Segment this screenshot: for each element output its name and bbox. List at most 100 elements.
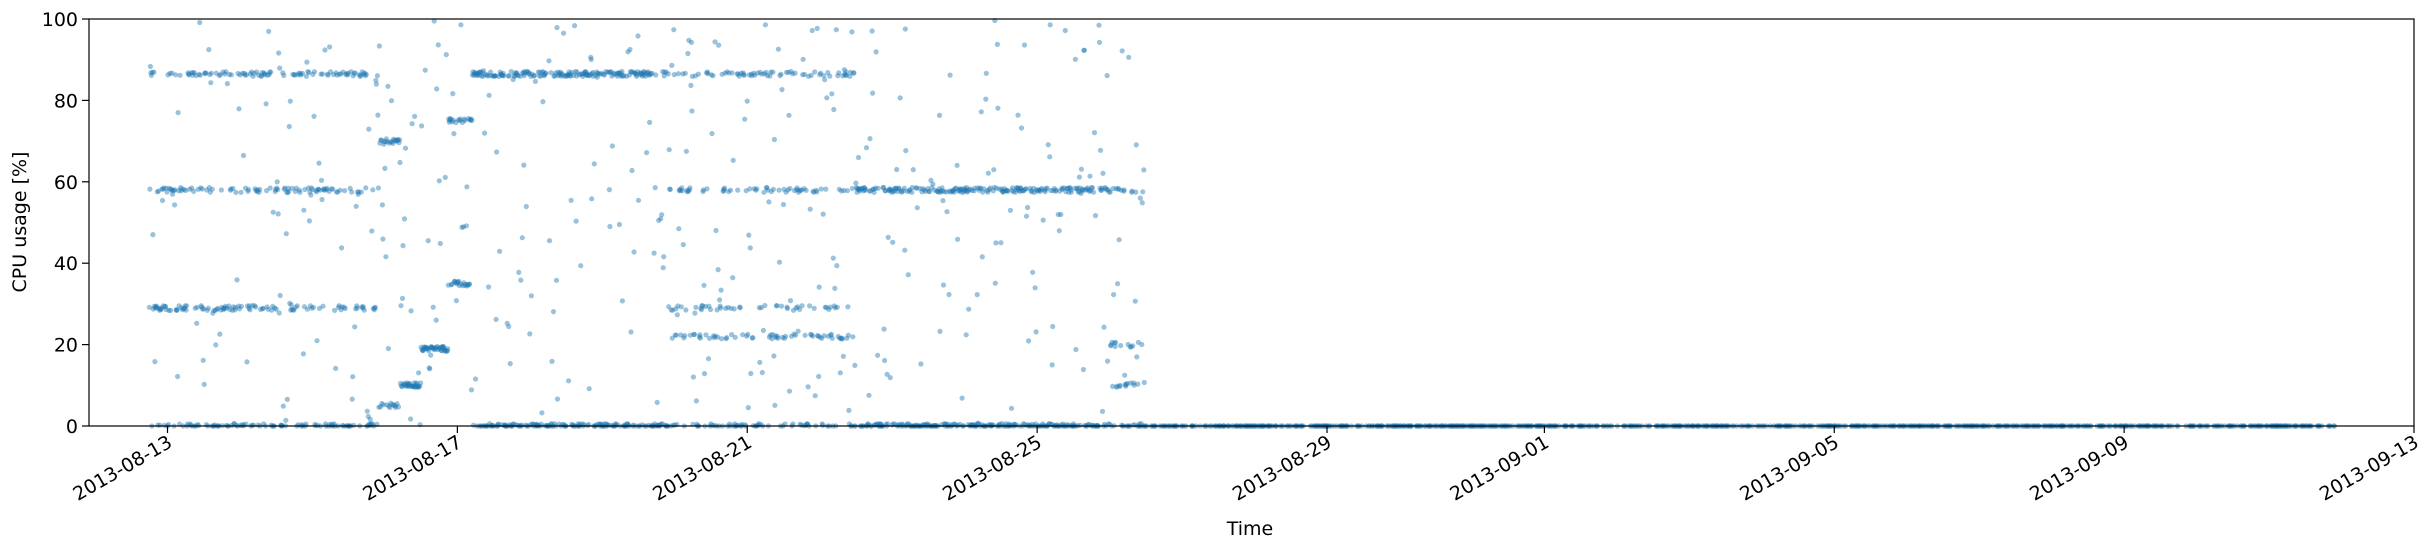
data-point: [983, 96, 989, 102]
data-point: [831, 106, 837, 113]
data-point: [492, 73, 498, 79]
data-point: [816, 284, 822, 290]
data-point: [554, 396, 561, 402]
data-point: [725, 304, 731, 311]
data-point: [334, 189, 340, 195]
data-point: [635, 197, 642, 203]
data-point: [1050, 323, 1056, 330]
data-point: [340, 69, 346, 75]
data-point: [682, 70, 688, 76]
data-point: [527, 331, 533, 337]
data-point: [693, 398, 700, 404]
data-point: [1047, 154, 1053, 160]
data-point: [685, 50, 691, 57]
data-point: [308, 185, 314, 191]
data-point: [721, 186, 727, 192]
data-point: [707, 306, 714, 313]
data-point: [770, 69, 776, 75]
data-point: [406, 380, 412, 387]
data-point: [393, 138, 400, 144]
data-point: [940, 282, 947, 288]
data-point: [665, 71, 671, 77]
data-point: [455, 279, 461, 285]
data-point: [678, 304, 684, 310]
data-point: [267, 69, 273, 75]
data-point: [619, 298, 626, 304]
data-point: [756, 421, 762, 427]
data-point: [320, 187, 327, 193]
data-point: [392, 403, 398, 409]
data-point: [773, 303, 780, 309]
data-point: [670, 307, 676, 313]
data-point: [189, 185, 195, 191]
data-point: [408, 308, 414, 314]
data-point: [940, 198, 946, 204]
data-point: [179, 305, 185, 311]
y-tick-label: 60: [54, 172, 78, 194]
data-point: [557, 69, 564, 75]
data-point: [825, 70, 831, 76]
data-point: [293, 185, 299, 191]
data-point: [735, 187, 741, 193]
data-point: [568, 73, 574, 79]
data-point: [320, 303, 326, 309]
data-point: [705, 71, 711, 77]
data-point: [153, 303, 159, 309]
data-point: [638, 72, 644, 78]
data-point: [151, 303, 157, 309]
data-point: [375, 112, 381, 118]
data-point: [802, 332, 808, 338]
data-point: [192, 305, 198, 311]
data-point: [535, 69, 542, 75]
data-point: [179, 186, 185, 192]
data-point: [208, 80, 214, 86]
data-point: [637, 70, 643, 76]
data-point: [759, 71, 765, 77]
data-point: [574, 73, 580, 79]
data-point: [539, 410, 545, 416]
data-point: [947, 72, 953, 78]
data-point: [579, 421, 585, 427]
data-point: [460, 283, 466, 289]
data-point: [265, 72, 271, 78]
data-point: [398, 303, 404, 309]
data-point: [769, 336, 775, 342]
data-point: [858, 186, 865, 192]
data-point: [862, 187, 868, 193]
data-point: [497, 69, 503, 75]
data-point: [728, 187, 734, 193]
data-point: [436, 345, 442, 351]
data-point: [825, 333, 831, 339]
data-point: [396, 140, 402, 146]
x-tick-label: 2013-09-13: [2316, 431, 2423, 505]
data-point: [230, 185, 236, 192]
data-point: [262, 71, 268, 77]
data-point: [226, 71, 232, 78]
data-point: [220, 307, 226, 313]
data-point: [1076, 174, 1082, 180]
data-point: [673, 332, 679, 338]
data-point: [281, 186, 287, 192]
data-point: [585, 72, 591, 78]
data-point: [853, 185, 860, 191]
data-point: [832, 305, 838, 311]
data-point: [572, 23, 578, 29]
data-point: [373, 81, 379, 87]
data-point: [619, 68, 625, 75]
data-point: [796, 187, 802, 193]
data-point: [387, 139, 393, 145]
data-point: [399, 383, 405, 390]
data-point: [790, 307, 797, 313]
data-point: [229, 307, 235, 313]
data-point: [236, 306, 243, 312]
data-point: [807, 206, 813, 212]
data-point: [331, 71, 337, 78]
data-point: [998, 240, 1004, 246]
data-point: [812, 69, 818, 75]
data-point: [391, 402, 397, 408]
data-point: [775, 335, 781, 341]
data-point: [440, 345, 446, 351]
data-point: [463, 223, 469, 229]
data-point: [838, 336, 844, 342]
data-point: [805, 421, 811, 427]
